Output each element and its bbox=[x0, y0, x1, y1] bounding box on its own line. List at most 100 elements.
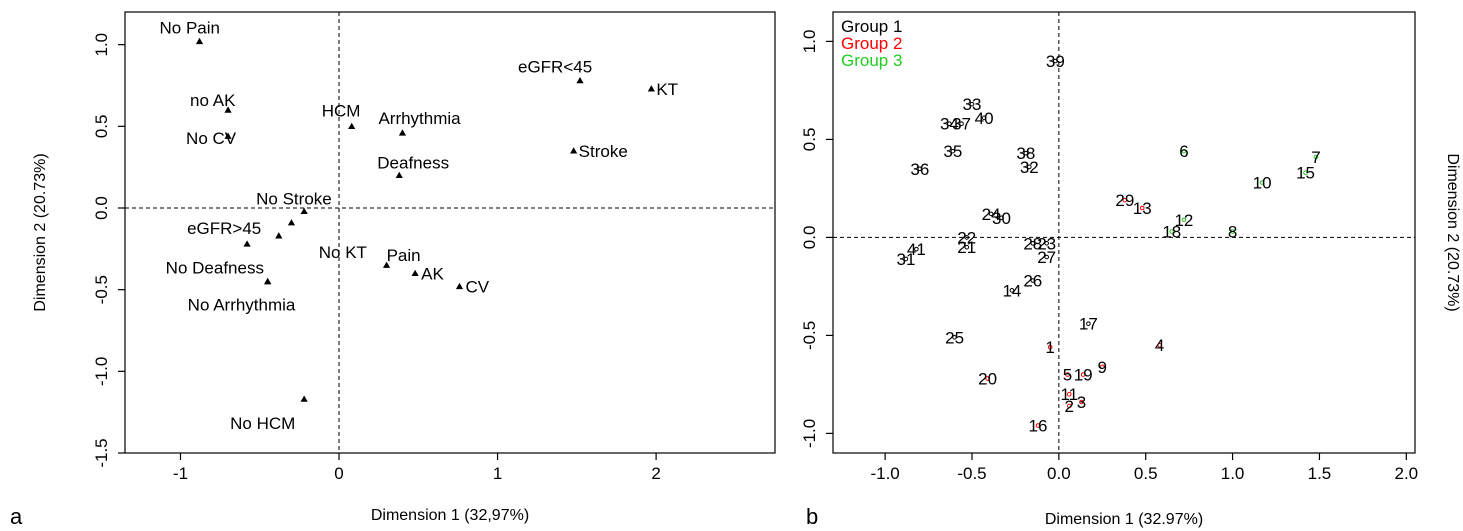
point-label: eGFR<45 bbox=[518, 58, 592, 77]
point-marker bbox=[964, 244, 970, 250]
point-label: 37 bbox=[952, 115, 971, 134]
point-marker bbox=[1044, 240, 1049, 246]
point-label: 16 bbox=[1029, 417, 1048, 436]
point-label: 21 bbox=[957, 238, 976, 257]
point-marker bbox=[1303, 170, 1308, 176]
y-tick-label: -1.0 bbox=[800, 419, 819, 448]
point-label: 32 bbox=[1020, 158, 1039, 177]
point-label: 26 bbox=[1023, 272, 1042, 291]
plot-frame bbox=[124, 11, 776, 454]
point-marker bbox=[1009, 288, 1015, 293]
point-label: AK bbox=[421, 264, 444, 283]
plot-frame bbox=[832, 11, 1416, 454]
point-marker bbox=[1099, 364, 1105, 370]
point-marker bbox=[275, 232, 283, 239]
x-tick-label: 2.0 bbox=[1394, 464, 1418, 483]
point-marker bbox=[224, 106, 232, 113]
panel-b-scatter-plot: -1.0 -0.5 0.0 0.5 1.0 1.5 2.0 1.0 0.5 0.0 -0.5 -1.0… bbox=[800, 11, 1461, 529]
point-marker bbox=[1066, 403, 1072, 409]
y-tick-label: 0.0 bbox=[800, 226, 819, 250]
point-marker bbox=[1230, 229, 1235, 234]
point-marker bbox=[398, 129, 407, 136]
point-label: 36 bbox=[910, 160, 929, 179]
point-marker bbox=[224, 132, 232, 139]
point-label: 3 bbox=[1077, 393, 1086, 412]
y-tick-label: -0.5 bbox=[800, 321, 819, 350]
point-label: 7 bbox=[1311, 148, 1320, 167]
point-label: Stroke bbox=[579, 142, 628, 161]
point-label: 27 bbox=[1037, 248, 1056, 267]
point-label: KT bbox=[656, 80, 678, 99]
point-label: Pain bbox=[387, 246, 421, 265]
point-label: 30 bbox=[992, 209, 1011, 228]
point-marker bbox=[647, 85, 655, 92]
point-label: 23 bbox=[1037, 234, 1056, 253]
point-marker bbox=[1122, 197, 1128, 203]
point-label: 13 bbox=[1133, 199, 1152, 218]
point-marker bbox=[1035, 423, 1041, 428]
point-label: 35 bbox=[943, 142, 962, 161]
point-marker bbox=[1169, 229, 1175, 234]
legend-entry: Group 2 bbox=[841, 34, 902, 53]
x-tick-label: -1 bbox=[173, 464, 188, 483]
point-label: 22 bbox=[957, 228, 976, 247]
point-marker bbox=[576, 77, 584, 84]
x-tick-label: 1.5 bbox=[1308, 464, 1332, 483]
point-marker bbox=[570, 147, 578, 154]
point-marker bbox=[1181, 217, 1187, 223]
point-label: 39 bbox=[1046, 52, 1065, 71]
point-label: 8 bbox=[1228, 223, 1237, 242]
point-label: HCM bbox=[322, 101, 361, 120]
point-marker bbox=[985, 376, 990, 381]
x-tick-label: 0 bbox=[334, 464, 343, 483]
point-label: No Stroke bbox=[256, 189, 332, 208]
point-label: 29 bbox=[1115, 191, 1134, 210]
point-marker bbox=[1181, 148, 1187, 154]
point-marker bbox=[1139, 205, 1145, 211]
y-axis-title: Dimension 2 (20.73%) bbox=[1444, 153, 1461, 311]
point-marker bbox=[195, 37, 204, 45]
point-label: 11 bbox=[1060, 385, 1078, 404]
point-label: 41 bbox=[907, 240, 926, 259]
x-axis-title: Dimension 1 (32,97%) bbox=[371, 507, 529, 524]
x-tick-label: -0.5 bbox=[957, 464, 986, 483]
point-marker bbox=[1157, 342, 1162, 348]
y-tick-label: -1.0 bbox=[92, 357, 111, 386]
y-tick-label: 0.5 bbox=[92, 115, 111, 139]
point-label: No CV bbox=[186, 129, 237, 148]
point-label: 12 bbox=[1174, 211, 1193, 230]
point-label: 18 bbox=[1162, 223, 1181, 242]
point-marker bbox=[959, 121, 964, 127]
point-marker bbox=[1066, 391, 1072, 397]
point-label: No Pain bbox=[160, 18, 220, 37]
x-tick-label: 0.5 bbox=[1134, 464, 1158, 483]
point-marker bbox=[1044, 254, 1049, 260]
point-marker bbox=[1030, 278, 1036, 283]
y-axis-title: Dimension 2 (20.73%) bbox=[32, 153, 49, 311]
legend-entry: Group 1 bbox=[841, 17, 902, 36]
x-tick-label: 2 bbox=[651, 464, 660, 483]
point-marker bbox=[1079, 399, 1084, 405]
legend-entry: Group 3 bbox=[841, 51, 902, 70]
point-marker bbox=[395, 171, 403, 179]
point-marker bbox=[300, 395, 308, 402]
x-axis-title: Dimension 1 (32.97%) bbox=[1045, 511, 1203, 528]
point-label: Arrhythmia bbox=[378, 109, 461, 128]
point-marker bbox=[947, 121, 952, 127]
point-marker bbox=[455, 282, 464, 290]
point-marker bbox=[348, 122, 356, 130]
point-label: 9 bbox=[1098, 358, 1107, 377]
point-label: 14 bbox=[1002, 281, 1021, 300]
point-label: 28 bbox=[1023, 234, 1042, 253]
point-marker bbox=[999, 215, 1004, 221]
point-label: No Deafness bbox=[166, 259, 264, 278]
point-label: 24 bbox=[982, 205, 1001, 224]
point-marker bbox=[1053, 58, 1058, 64]
y-tick-label: 0.0 bbox=[92, 196, 111, 220]
point-label: 38 bbox=[1016, 144, 1035, 163]
point-label: Deafness bbox=[377, 153, 449, 172]
point-marker bbox=[1259, 180, 1265, 185]
point-marker bbox=[1047, 344, 1053, 350]
point-marker bbox=[411, 269, 419, 277]
